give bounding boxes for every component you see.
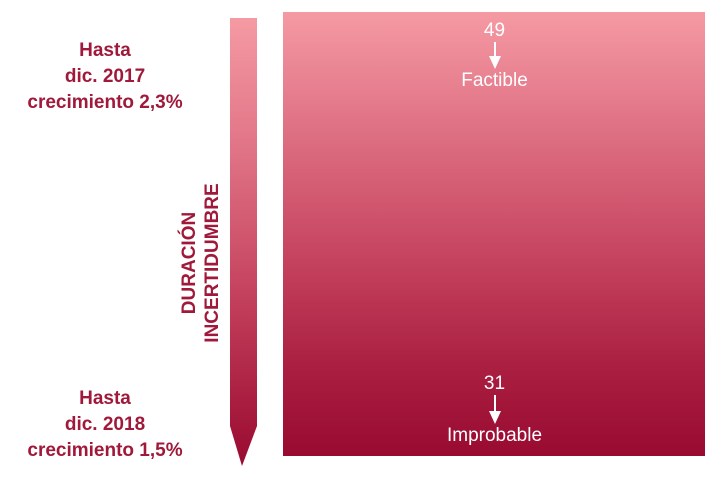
label-start-line-1: Hasta xyxy=(79,40,131,61)
axis-title: DURACIÓN INCERTIDUMBRE xyxy=(178,183,224,342)
label-end-line-3: crecimiento 1,5% xyxy=(27,440,183,461)
down-arrow-icon xyxy=(488,395,501,424)
label-end-period: Hasta dic. 2018 crecimiento 1,5% xyxy=(0,386,210,464)
label-start-line-3: crecimiento 2,3% xyxy=(27,92,183,113)
label-start-line-2: dic. 2017 xyxy=(64,66,146,87)
label-start-period: Hasta dic. 2017 crecimiento 2,3% xyxy=(0,38,210,116)
down-arrow-icon xyxy=(488,42,501,69)
marker-improbable-value: 31 xyxy=(483,373,506,394)
marker-improbable-label: Improbable xyxy=(446,425,543,446)
marker-factible-value: 49 xyxy=(483,20,506,41)
label-end-line-1: Hasta xyxy=(79,388,131,409)
marker-factible: 49 Factible xyxy=(283,20,705,92)
duration-arrow xyxy=(230,18,257,466)
marker-improbable: 31 Improbable xyxy=(283,373,705,447)
marker-factible-label: Factible xyxy=(461,70,528,91)
axis-title-line-1: DURACIÓN xyxy=(179,211,200,315)
label-end-line-2: dic. 2018 xyxy=(64,414,146,435)
scenario-panel: 49 Factible 31 Improbable xyxy=(283,12,705,456)
axis-title-line-2: INCERTIDUMBRE xyxy=(202,183,223,343)
